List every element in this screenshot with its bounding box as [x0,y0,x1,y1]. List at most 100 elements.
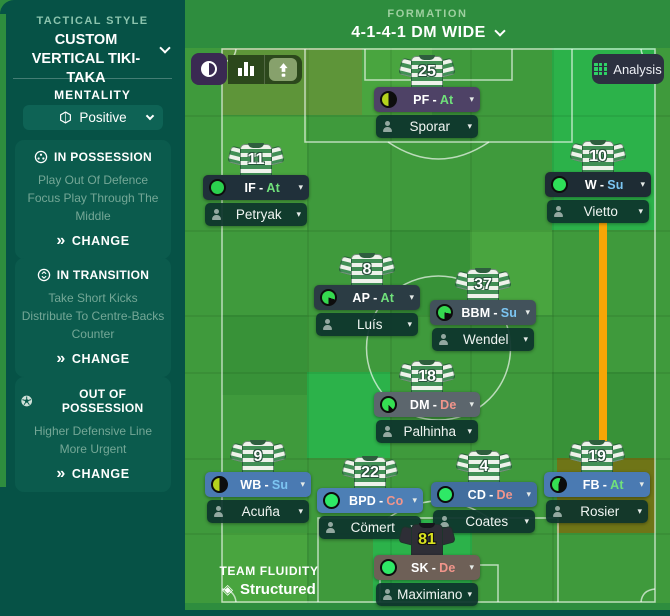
chevron-down-icon: ▾ [639,479,644,489]
mentality-dropdown[interactable]: Positive [23,105,163,130]
person-icon [382,426,392,437]
chevron-down-icon: ▾ [469,94,474,104]
condition-circle-icon [380,396,397,413]
player-role-dropdown[interactable]: PF - At ▾ [374,87,480,112]
player-name-dropdown[interactable]: Luís ▾ [316,313,418,336]
person-icon [553,206,563,217]
shirt-number: 18 [418,368,436,385]
formation-dropdown[interactable]: 4-1-4-1 DM WIDE [185,24,670,42]
condition-circle-icon [320,289,337,306]
in-transition-panel: IN TRANSITION Take Short Kicks Distribut… [15,258,171,377]
team-fluidity: TEAM FLUIDITY ◈ Structured [198,564,340,598]
role-text: BBM - Su [461,305,518,320]
arrow-up-icon [278,62,288,77]
vertical-arrow-toggle-button[interactable] [269,58,297,81]
person-icon [552,506,562,517]
player-role-dropdown[interactable]: IF - At ▾ [203,175,309,200]
person-icon [382,589,392,600]
chevron-down-icon: ▾ [525,307,530,317]
player-widget: 11 IF - At ▾ Petryak ▾ [199,143,313,228]
change-button[interactable]: » CHANGE [56,465,130,482]
pitch-gridline [185,230,670,232]
tactical-style-dropdown[interactable]: CUSTOM VERTICAL TIKI-TAKA [31,32,141,86]
player-widget: 18 DM - De ▾ Palhinha ▾ [370,360,484,445]
player-widget: 4 CD - De ▾ Coates ▾ [427,450,541,535]
panel-title: OUT OF POSSESSION [20,387,166,415]
shirt-number: 25 [418,63,436,80]
in-possession-icon [34,150,48,164]
role-text: FB - At [582,477,624,492]
tactics-sidebar: TACTICAL STYLE CUSTOM VERTICAL TIKI-TAKA… [0,0,185,616]
pitch-bottom-edge [185,610,670,616]
condition-circle-icon [380,91,397,108]
player-role-dropdown[interactable]: CD - De ▾ [431,482,537,507]
player-role-dropdown[interactable]: SK - De ▾ [374,555,480,580]
player-widget: 81 SK - De ▾ Maximiano ▾ [370,523,484,608]
condition-circle-icon [380,559,397,576]
chevron-down-icon: ▾ [300,479,305,489]
player-name-dropdown[interactable]: Acuña ▾ [207,500,309,523]
bar-chart-icon [238,68,242,76]
chevron-down-icon [494,25,506,37]
player-role-dropdown[interactable]: AP - At ▾ [314,285,420,310]
player-name-dropdown[interactable]: Coates ▾ [433,510,535,533]
bar-chart-toggle-button[interactable] [228,55,265,84]
player-name: Maximiano [397,587,463,602]
analysis-button[interactable]: Analysis [592,54,664,84]
player-widget: 10 W - Su ▾ Vietto ▾ [541,140,655,225]
player-widget: 9 WB - Su ▾ Acuña ▾ [201,440,315,525]
player-name-dropdown[interactable]: Petryak ▾ [205,203,307,226]
double-chevron-icon: » [56,232,66,249]
player-role-dropdown[interactable]: BBM - Su ▾ [430,300,536,325]
player-name-dropdown[interactable]: Palhinha ▾ [376,420,478,443]
player-name-dropdown[interactable]: Wendel ▾ [432,328,534,351]
player-name: Acuña [241,504,280,519]
instruction: Take Short Kicks [48,291,138,305]
chevron-down-icon: ▾ [467,589,472,599]
mentality-label: MENTALITY [54,88,131,102]
instruction: Play Out Of Defence [37,173,149,187]
divider [13,78,172,79]
chevron-down-icon: ▾ [469,399,474,409]
chevron-down-icon: ▾ [296,209,301,219]
player-widget: 22 BPD-Co ▾ Cömert ▾ [313,456,427,541]
player-name: Wendel [462,332,509,347]
role-text: WB - Su [240,477,289,492]
role-text: DM - De [409,397,457,412]
panel-title: IN POSSESSION [20,150,166,164]
player-role-dropdown[interactable]: W - Su ▾ [545,172,651,197]
role-text: W - Su [584,177,624,192]
role-text: SK - De [410,560,456,575]
player-role-dropdown[interactable]: DM - De ▾ [374,392,480,417]
player-name-dropdown[interactable]: Sporar ▾ [376,115,478,138]
instruction: Higher Defensive Line [33,424,153,438]
change-button[interactable]: » CHANGE [56,350,130,367]
role-text: CD - De [467,487,513,502]
shirt-number: 4 [479,458,489,475]
player-role-dropdown[interactable]: BPD - Co ▾ [317,488,423,513]
player-name-dropdown[interactable]: Rosier ▾ [546,500,648,523]
contrast-toggle-button[interactable] [191,53,227,85]
person-icon [211,209,221,220]
player-name-dropdown[interactable]: Maximiano ▾ [376,583,478,606]
team-fluidity-value: ◈ Structured [222,581,316,598]
player-name-dropdown[interactable]: Vietto ▾ [547,200,649,223]
chevron-down-icon: ▾ [298,506,303,516]
diamond-icon: ◈ [222,581,233,597]
player-name-dropdown[interactable]: Cömert ▾ [319,516,421,539]
panel-title: IN TRANSITION [20,268,166,282]
chevron-down-icon: ▾ [526,489,531,499]
chevron-down-icon: ▾ [407,319,412,329]
tactical-style-label: TACTICAL STYLE [36,15,149,27]
person-icon [438,334,448,345]
out-of-possession-panel: OUT OF POSSESSION Higher Defensive Line … [15,377,171,492]
player-role-dropdown[interactable]: WB - Su ▾ [205,472,311,497]
shirt-number: 37 [474,276,492,293]
role-text: PF - At [413,92,454,107]
person-icon [382,121,392,132]
change-button[interactable]: » CHANGE [56,232,130,249]
player-widget: 19 FB - At ▾ Rosier ▾ [540,440,654,525]
chevron-down-icon: ▾ [638,206,643,216]
player-role-dropdown[interactable]: FB - At ▾ [544,472,650,497]
